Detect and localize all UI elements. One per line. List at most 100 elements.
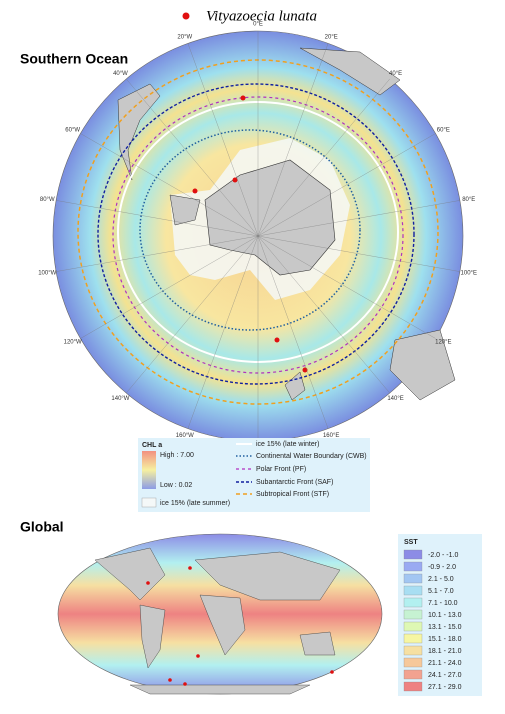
occurrence [196,654,200,658]
sst-swatch [403,681,423,692]
legend-text: Subtropical Front (STF) [256,491,329,498]
longitude-label: 0°E [253,22,263,28]
longitude-label: 60°E [437,128,450,134]
occurrence [240,95,246,101]
eurasia [194,551,341,601]
sst-swatch [403,633,423,644]
longitude-label: 80°E [462,197,475,203]
polar-legend: CHL a High : 7.00 Low : 0.02 ice 15% (la… [138,438,370,512]
longitude-label: 140°E [387,396,403,402]
meridian [187,235,259,429]
longitude-label: 100°W [38,270,56,276]
species-label: Vityazoecia lunata [206,8,317,24]
sst-label: 10.1 - 13.0 [428,612,462,619]
sst-swatch [403,657,423,668]
sst-label: 15.1 - 18.0 [428,636,462,643]
global-map [57,533,383,695]
longitude-label: 80°W [40,197,55,203]
map-title: Southern Ocean [20,51,128,67]
sst-legend: SST -2.0 - -1.0 -0.9 - 2.0 2.1 - 5.0 5.1 - … [398,534,482,696]
sst-swatch [403,561,423,572]
longitude-label: 140°W [111,396,129,402]
saf-line [97,83,415,385]
sst-swatch [403,645,423,656]
sst-swatch [403,621,423,632]
sst-label: 13.1 - 15.0 [428,624,462,631]
meridian [80,133,259,237]
occurrence [192,188,198,194]
longitude-label: 40°E [389,71,402,77]
longitude-label: 120°W [64,340,82,346]
sst-label: 27.1 - 29.0 [428,684,462,691]
sst-label: -2.0 - -1.0 [428,552,458,559]
antarctica [129,684,311,695]
legend-title: SST [404,539,418,546]
sst-swatch [403,573,423,584]
legend-text: ice 15% (late summer) [160,500,230,507]
australia [389,329,456,401]
meridian [257,235,460,272]
meridian [126,78,259,237]
sst-swatch [403,669,423,680]
antarctic-peninsula [169,194,201,226]
legend-text: Subantarctic Front (SAF) [256,479,333,486]
meridian [257,235,390,394]
ice-swatch [141,497,157,508]
legend-text: ice 15% (late winter) [256,441,319,448]
sst-label: 18.1 - 21.0 [428,648,462,655]
longitude-label: 120°E [435,340,451,346]
new-zealand [284,371,306,401]
occurrence [274,337,280,343]
longitude-label: 160°W [176,433,194,439]
occurrence [188,566,192,570]
legend-text: High : 7.00 [160,452,194,459]
sst-swatch [403,609,423,620]
meridian [80,235,259,339]
legend-text: Low : 0.02 [160,482,192,489]
map-title: Global [20,519,64,535]
occurrence [232,177,238,183]
sst-swatch [403,597,423,608]
chl-bar [142,451,156,489]
meridian [257,43,329,237]
longitude-label: 160°E [323,433,339,439]
sst-label: 24.1 - 27.0 [428,672,462,679]
meridian [56,200,259,237]
meridian [126,235,259,394]
sst-swatch [403,549,423,560]
legend-text: Polar Front (PF) [256,466,306,473]
meridian [56,235,259,272]
legend-box [138,438,370,512]
australia [299,631,336,656]
north-america [94,547,166,601]
meridian [257,235,329,429]
meridian [257,200,460,237]
legend-text: Continental Water Boundary (CWB) [256,453,367,460]
longitude-label: 100°E [461,270,477,276]
occurrence [168,678,172,682]
sst-label: 2.1 - 5.0 [428,576,454,583]
sst-swatch [403,585,423,596]
sst-label: 7.1 - 10.0 [428,600,458,607]
occurrence [183,682,187,686]
meridian [257,133,436,237]
south-america [139,604,166,669]
antarctica [204,159,336,276]
meridian [257,78,390,237]
meridian [187,43,259,237]
meridian [257,235,436,339]
legend-text: CHL a [142,442,162,449]
longitude-label: 20°W [177,34,192,40]
longitude-label: 20°E [325,34,338,40]
africa [199,594,246,656]
africa [299,47,401,96]
legend-dot [182,12,190,20]
sst-label: 5.1 - 7.0 [428,588,454,595]
occurrence [330,670,334,674]
sst-label: -0.9 - 2.0 [428,564,456,571]
occurrence [146,581,150,585]
polar-map: 0°E 20°E 40°E 60°E 80°E 100°E 120°E 140°E 160°E 1… [38,22,477,452]
cwb-line [139,129,361,331]
sst-label: 21.1 - 24.0 [428,660,462,667]
